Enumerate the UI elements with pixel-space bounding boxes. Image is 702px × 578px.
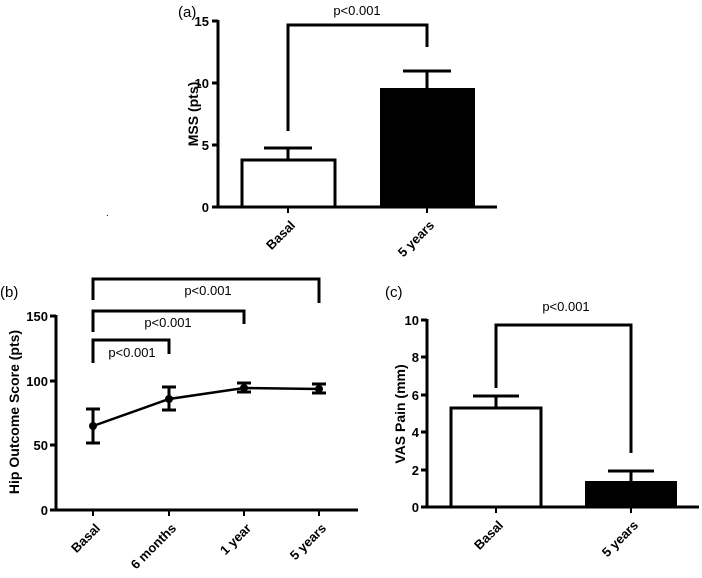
panel-b-ylabel: Hip Outcome Score (pts): [6, 330, 22, 494]
panel-c-ytick: 0: [412, 500, 419, 515]
panel-c-xtick: Basal: [471, 518, 506, 553]
panel-c-ytick: 2: [412, 463, 419, 478]
panel-b-point: [240, 384, 248, 392]
panel-b-ytick: 50: [34, 438, 48, 453]
panel-a-xtick: 5 years: [395, 218, 437, 260]
stray-mark: .: [106, 208, 109, 219]
panel-b-pvalue-1: p<0.001: [108, 345, 155, 360]
panel-c-ylabel: VAS Pain (mm): [392, 364, 408, 463]
panel-c-letter: (c): [385, 284, 403, 301]
panel-c: (c) VAS Pain (mm) 10 8 6 4 2 0 p<0.001 B…: [385, 284, 699, 560]
panel-a-bar-5years: [380, 88, 475, 207]
panel-b-sig-bracket-3: [91, 277, 321, 303]
panel-b-sig-bracket-2: [91, 309, 246, 332]
panel-a-bar-basal: [240, 158, 337, 209]
panel-a-ytick: 5: [202, 138, 209, 153]
panel-b-ytick: 150: [26, 309, 48, 324]
panel-a-pvalue: p<0.001: [333, 3, 380, 18]
panel-c-bar-basal: [449, 406, 543, 509]
panel-a: (a) MSS (pts) 15 10 5 0 p<0.001 Basal 5 …: [178, 3, 497, 260]
panel-c-bar-5years: [585, 481, 677, 507]
panel-b-series-line: [92, 386, 320, 428]
panel-a-letter: (a): [178, 4, 196, 21]
panel-b-pvalue-2: p<0.001: [144, 315, 191, 330]
panel-b-xtick: 5 years: [287, 521, 329, 563]
panel-a-xtick: Basal: [263, 218, 298, 253]
panel-a-ytick: 10: [195, 76, 209, 91]
panel-a-ylabel: MSS (pts): [185, 82, 201, 147]
panel-b-xtick: Basal: [68, 521, 103, 556]
panel-b-ytick: 0: [41, 503, 48, 518]
panel-a-sig-bracket: [286, 23, 429, 131]
panel-c-ytick: 6: [412, 388, 419, 403]
panel-b-point: [89, 422, 97, 430]
panel-b-error-bars: [86, 381, 326, 445]
panel-a-ytick: 0: [202, 200, 209, 215]
panel-c-ytick: 4: [412, 425, 420, 440]
panel-b-ytick: 100: [26, 374, 48, 389]
panel-c-sig-bracket: [494, 323, 633, 453]
panel-c-xtick: 5 years: [599, 518, 641, 560]
panel-c-pvalue: p<0.001: [542, 299, 589, 314]
panel-b-xtick: 6 months: [128, 521, 179, 572]
panel-b-xtick: 1 year: [217, 521, 254, 558]
panel-b-point: [315, 385, 323, 393]
panel-a-ytick: 15: [195, 14, 209, 29]
panel-b-letter: (b): [0, 284, 18, 301]
panel-b-sig-bracket-1: [91, 338, 171, 363]
panel-b-pvalue-3: p<0.001: [184, 283, 231, 298]
panel-c-ytick: 10: [405, 313, 419, 328]
panel-c-ytick: 8: [412, 350, 419, 365]
panel-b: (b) Hip Outcome Score (pts) 150 100 50 0: [0, 277, 358, 572]
panel-b-point: [165, 395, 173, 403]
